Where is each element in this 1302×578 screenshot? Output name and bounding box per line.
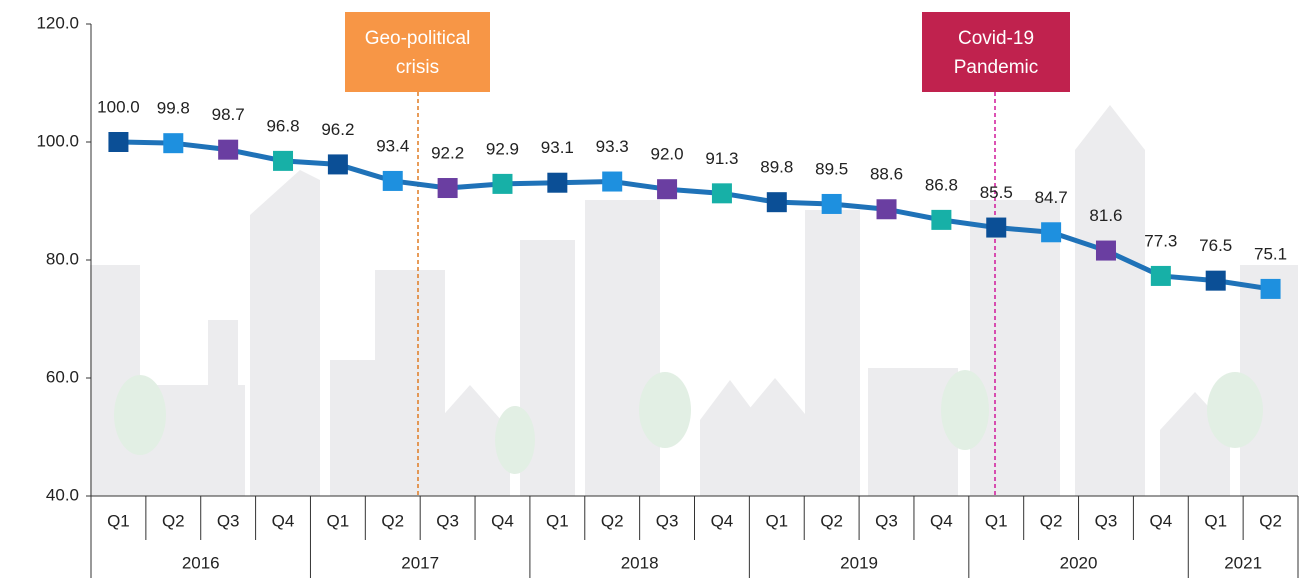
x-tick-label: Q2 — [601, 511, 624, 530]
group-label: 2016 — [182, 553, 220, 572]
marker — [273, 151, 293, 171]
x-tick-label: Q3 — [1095, 511, 1118, 530]
marker — [986, 218, 1006, 238]
marker — [163, 133, 183, 153]
data-label: 93.4 — [376, 136, 409, 155]
marker — [1151, 266, 1171, 286]
marker — [657, 179, 677, 199]
data-label: 75.1 — [1254, 244, 1287, 263]
x-tick-label: Q1 — [327, 511, 350, 530]
x-tick-label: Q4 — [491, 511, 514, 530]
x-tick-label: Q2 — [1259, 511, 1282, 530]
data-label: 92.9 — [486, 139, 519, 158]
data-label: 96.8 — [266, 116, 299, 135]
chart: 40.0 60.0 80.0 100.0 120.0 Geo-political crisi… — [0, 0, 1302, 578]
annotation-text: Geo-political — [365, 28, 471, 49]
x-tick-label: Q1 — [985, 511, 1008, 530]
y-tick-label: 40.0 — [46, 485, 79, 504]
marker — [1261, 279, 1281, 299]
annotation-box — [345, 12, 490, 92]
x-tick-label: Q4 — [272, 511, 295, 530]
data-label: 91.3 — [705, 149, 738, 168]
marker — [108, 132, 128, 152]
y-tick-label: 120.0 — [36, 13, 79, 32]
data-label: 92.0 — [651, 145, 684, 164]
x-tick-label: Q1 — [107, 511, 130, 530]
marker — [492, 174, 512, 194]
x-tick-label: Q4 — [711, 511, 734, 530]
marker — [767, 192, 787, 212]
group-label: 2018 — [621, 553, 659, 572]
marker — [822, 194, 842, 214]
data-label: 88.6 — [870, 165, 903, 184]
data-label: 85.5 — [980, 183, 1013, 202]
x-tick-label: Q2 — [820, 511, 843, 530]
x-tick-label: Q4 — [930, 511, 953, 530]
marker — [1041, 222, 1061, 242]
x-tick-label: Q1 — [765, 511, 788, 530]
data-label: 89.8 — [760, 158, 793, 177]
x-tick-label: Q3 — [656, 511, 679, 530]
x-tick-label: Q1 — [546, 511, 569, 530]
marker — [438, 178, 458, 198]
x-tick-label: Q3 — [436, 511, 459, 530]
data-label: 81.6 — [1089, 206, 1122, 225]
y-tick-label: 100.0 — [36, 131, 79, 150]
data-label: 93.3 — [596, 137, 629, 156]
annotation-text: crisis — [396, 57, 439, 78]
annotation-text: Covid-19 — [958, 28, 1034, 49]
marker — [1096, 241, 1116, 261]
marker — [931, 210, 951, 230]
y-tick-label: 60.0 — [46, 367, 79, 386]
data-label: 77.3 — [1144, 231, 1177, 250]
marker — [328, 154, 348, 174]
y-tick-label: 80.0 — [46, 249, 79, 268]
background-city — [90, 105, 1298, 496]
x-tick-label: Q4 — [1149, 511, 1172, 530]
data-label: 86.8 — [925, 175, 958, 194]
data-label: 96.2 — [321, 120, 354, 139]
group-label: 2021 — [1224, 553, 1262, 572]
data-label: 100.0 — [97, 97, 140, 116]
annotation-text: Pandemic — [954, 57, 1039, 78]
x-tick-label: Q2 — [381, 511, 404, 530]
data-label: 84.7 — [1035, 188, 1068, 207]
data-label: 93.1 — [541, 138, 574, 157]
marker — [383, 171, 403, 191]
marker — [547, 173, 567, 193]
data-label: 98.7 — [212, 105, 245, 124]
x-tick-label: Q3 — [217, 511, 240, 530]
data-label: 76.5 — [1199, 236, 1232, 255]
marker — [218, 140, 238, 160]
data-label: 89.5 — [815, 159, 848, 178]
group-label: 2017 — [401, 553, 439, 572]
x-tick-label: Q1 — [1204, 511, 1227, 530]
marker — [602, 172, 622, 192]
marker — [1206, 271, 1226, 291]
marker — [712, 183, 732, 203]
x-tick-label: Q3 — [875, 511, 898, 530]
group-label: 2019 — [840, 553, 878, 572]
annotation-box — [922, 12, 1070, 92]
x-tick-label: Q2 — [1040, 511, 1063, 530]
marker — [877, 199, 897, 219]
data-label: 92.2 — [431, 144, 464, 163]
data-label: 99.8 — [157, 99, 190, 118]
x-tick-label: Q2 — [162, 511, 185, 530]
group-label: 2020 — [1060, 553, 1098, 572]
